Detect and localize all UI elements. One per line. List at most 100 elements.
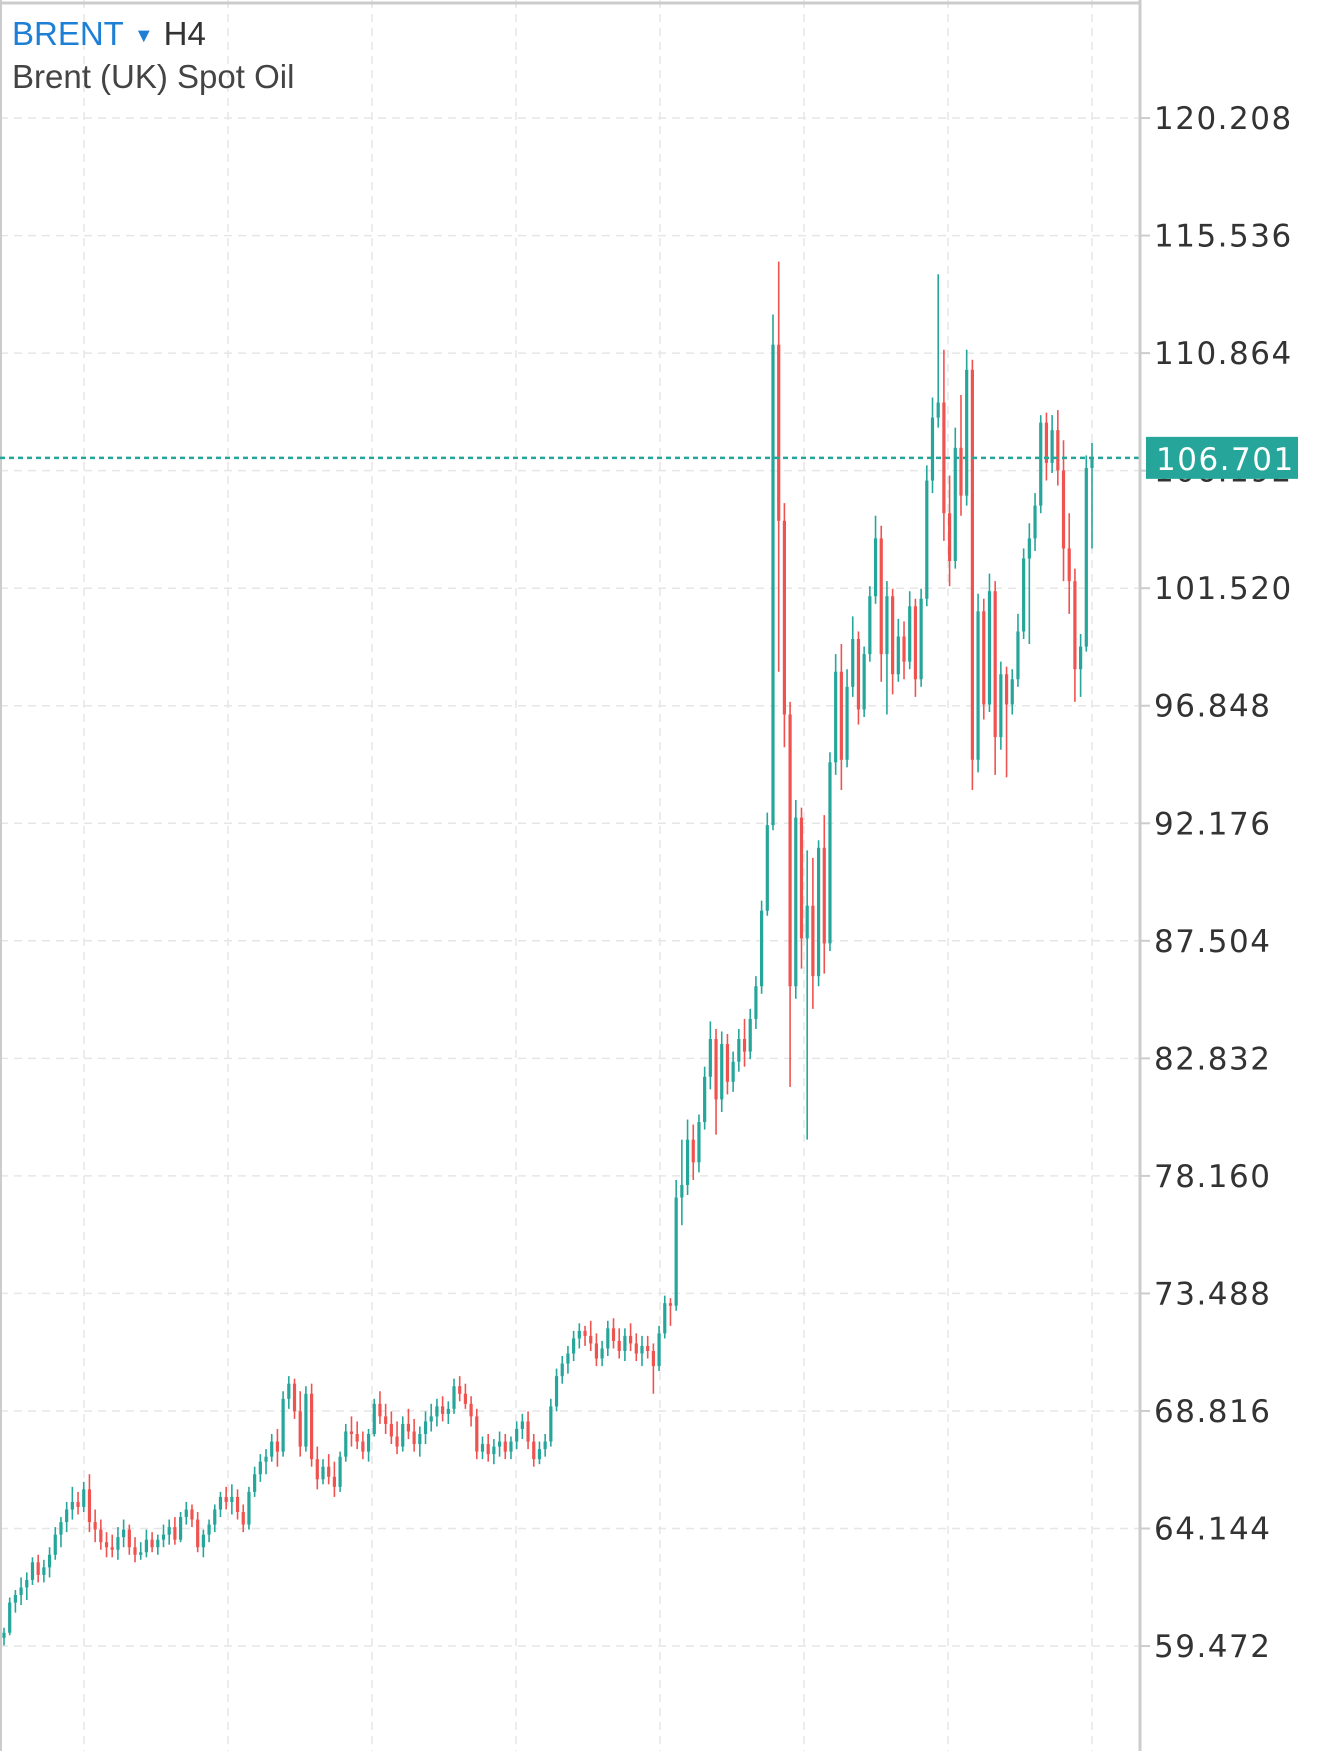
candle-body (680, 1184, 684, 1198)
candle-body (891, 596, 895, 675)
candle-body (384, 1416, 388, 1424)
price-tick-label: 101.520 (1154, 571, 1293, 607)
candle-body (805, 905, 809, 939)
candle-body (634, 1343, 638, 1354)
candle-body (765, 825, 769, 911)
candle-body (1010, 679, 1014, 705)
candle-body (731, 1061, 735, 1082)
candle-body (287, 1383, 291, 1399)
candle-body (754, 986, 758, 1019)
candle-body (224, 1496, 228, 1502)
candle-body (76, 1501, 80, 1507)
candle-body (361, 1441, 365, 1452)
candle-body (270, 1441, 274, 1457)
candle-body (480, 1444, 485, 1452)
candle-body (725, 1044, 730, 1082)
candle-body (982, 611, 986, 705)
candle-body (264, 1456, 268, 1462)
candle-body (1044, 422, 1049, 463)
candle-body (298, 1411, 302, 1447)
candle-body (19, 1587, 23, 1596)
candle-body (25, 1579, 29, 1588)
price-tick-label: 78.160 (1154, 1159, 1271, 1195)
candle-body (435, 1406, 439, 1417)
candle-body (42, 1567, 46, 1575)
candle-body (82, 1489, 86, 1507)
price-tick-label: 110.864 (1154, 336, 1293, 372)
candle-body (970, 369, 974, 760)
candle-body (452, 1386, 456, 1409)
candle-body (401, 1423, 405, 1447)
grid (0, 0, 1140, 1751)
candle-body (851, 639, 855, 687)
candle-body (560, 1363, 564, 1377)
symbol-selector[interactable]: BRENT (12, 15, 124, 52)
candle-body (1039, 422, 1043, 506)
candle-body (230, 1496, 234, 1502)
candle-body (554, 1376, 559, 1407)
candle-body (651, 1350, 655, 1367)
candle-body (213, 1509, 217, 1525)
candle-body (788, 714, 792, 987)
candle-body (65, 1509, 69, 1523)
candle-body (412, 1431, 416, 1445)
candle-body (993, 591, 997, 738)
candle-body (349, 1431, 354, 1435)
candle-body (908, 606, 912, 662)
candle-body (139, 1552, 143, 1555)
candle-body (543, 1441, 547, 1450)
candle-body (896, 636, 900, 675)
candle-body (161, 1534, 166, 1540)
candle-body (253, 1474, 257, 1492)
candle-body (520, 1421, 524, 1429)
candle-body (36, 1562, 40, 1575)
candle-body (742, 1039, 747, 1052)
candle-body (794, 817, 798, 987)
candle-body (913, 606, 918, 680)
candle-body (53, 1534, 57, 1555)
candle-body (714, 1039, 718, 1100)
candle-body (606, 1328, 610, 1349)
candle-body (1027, 538, 1031, 559)
candle-body (418, 1434, 422, 1445)
candle-body (748, 1018, 752, 1052)
candle-body (987, 591, 992, 705)
candle-body (583, 1330, 587, 1336)
current-price-badge (1146, 436, 1298, 479)
candle-body (760, 910, 764, 987)
candle-body (868, 596, 872, 655)
candle-body (811, 905, 815, 977)
candle-body (965, 369, 969, 496)
candle-body (281, 1398, 285, 1452)
candle-body (378, 1403, 382, 1417)
candle-body (13, 1595, 17, 1603)
candle-body (304, 1393, 308, 1447)
candle-body (628, 1335, 633, 1344)
candle-body (526, 1421, 530, 1442)
dropdown-icon[interactable]: ▼ (133, 25, 154, 47)
candle-body (144, 1539, 149, 1553)
candle-body (133, 1547, 137, 1555)
candle-body (1084, 467, 1088, 647)
candle-body (321, 1466, 325, 1480)
candle-body (1004, 674, 1009, 705)
candle-body (201, 1534, 205, 1548)
timeframe-label[interactable]: H4 (163, 15, 206, 52)
price-tick-label: 115.536 (1154, 219, 1293, 255)
price-tick-label: 59.472 (1154, 1629, 1271, 1665)
candle-body (697, 1122, 701, 1163)
candle-body (122, 1529, 126, 1538)
current-price-label: 106.701 (1156, 442, 1295, 478)
candle-body (355, 1434, 359, 1442)
candle-body (429, 1416, 433, 1422)
candle-body (93, 1522, 97, 1530)
candle-body (925, 480, 929, 599)
candle-body (423, 1421, 428, 1435)
candle-body (389, 1423, 393, 1437)
candle-body (497, 1441, 502, 1447)
candle-body (344, 1431, 348, 1457)
candle-body (600, 1348, 604, 1359)
candle-body (1016, 631, 1020, 680)
